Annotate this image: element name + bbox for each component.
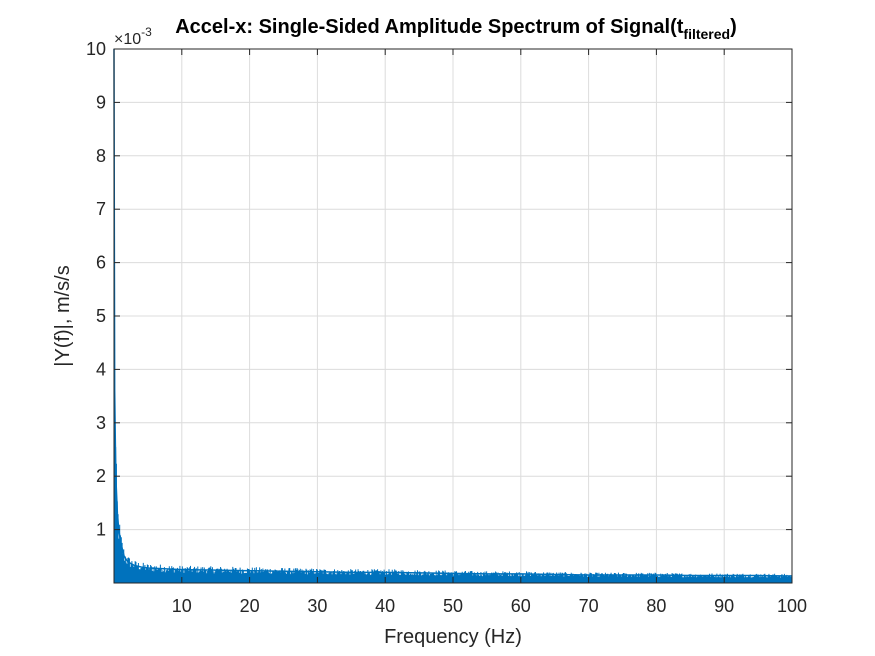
y-tick-label: 6: [96, 253, 106, 273]
x-tick-label: 30: [307, 596, 327, 616]
y-tick-label: 1: [96, 520, 106, 540]
x-tick-label: 80: [646, 596, 666, 616]
x-tick-label: 40: [375, 596, 395, 616]
spectrum-line: [113, 48, 793, 577]
y-tick-label: 5: [96, 306, 106, 326]
y-tick-label: 10: [86, 39, 106, 59]
y-tick-label: 9: [96, 92, 106, 112]
chart-title-main: Accel-x: Single-Sided Amplitude Spectrum…: [175, 16, 684, 38]
chart-title: Accel-x: Single-Sided Amplitude Spectrum…: [175, 16, 737, 42]
y-axis-label: |Y(f)|, m/s/s: [52, 265, 74, 367]
y-exponent-power: -3: [141, 25, 152, 39]
y-tick-label: 8: [96, 146, 106, 166]
y-tick-label: 4: [96, 359, 106, 379]
chart-title-subscript: filtered: [683, 26, 730, 42]
ticks: 10 20 30 40 50 60 70 80 90 100 1 2 3 4 5 6 7 8 9 10: [86, 39, 807, 616]
chart-title-close: ): [730, 16, 737, 38]
x-tick-label: 60: [511, 596, 531, 616]
y-exponent-base: ×10: [114, 31, 141, 48]
y-tick-label: 3: [96, 413, 106, 433]
x-axis-label: Frequency (Hz): [384, 626, 522, 648]
y-tick-label: 7: [96, 199, 106, 219]
x-tick-label: 100: [777, 596, 807, 616]
x-tick-label: 10: [172, 596, 192, 616]
x-tick-label: 50: [443, 596, 463, 616]
x-tick-label: 20: [240, 596, 260, 616]
x-tick-label: 70: [579, 596, 599, 616]
y-tick-label: 2: [96, 466, 106, 486]
y-exponent-label: ×10-3: [114, 25, 152, 48]
x-tick-label: 90: [714, 596, 734, 616]
